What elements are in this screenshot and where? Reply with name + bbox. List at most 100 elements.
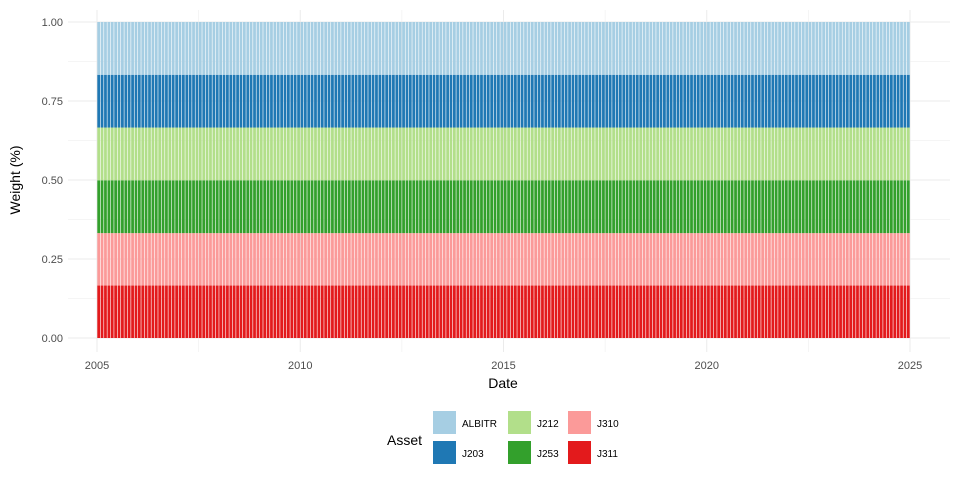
bar-segment-j311 <box>740 285 744 338</box>
bar-segment-albitr <box>253 22 256 75</box>
bar-segment-j311 <box>144 285 148 338</box>
bar-segment-j311 <box>771 285 775 338</box>
bar-segment-j253 <box>778 180 781 234</box>
bar-segment-albitr <box>859 22 863 75</box>
bar-segment-j253 <box>246 180 250 234</box>
bar-segment-j203 <box>615 74 619 128</box>
bar-segment-j311 <box>412 285 416 338</box>
bar-segment-j311 <box>154 285 158 338</box>
bar-segment-j253 <box>666 180 670 234</box>
bar-segment-j253 <box>608 180 612 234</box>
bar-segment-j212 <box>266 127 270 181</box>
bar-segment-albitr <box>649 22 653 75</box>
bar-segment-albitr <box>331 22 334 75</box>
bar-segment-j311 <box>798 285 802 338</box>
bar-segment-j253 <box>456 180 460 234</box>
bar-segment-j310 <box>510 233 514 286</box>
bar-segment-j203 <box>605 74 609 128</box>
bar-segment-j212 <box>595 127 599 181</box>
bar-segment-j310 <box>663 233 666 286</box>
bar-segment-albitr <box>513 22 517 75</box>
bar-segment-j253 <box>605 180 609 234</box>
bar-segment-j212 <box>263 127 267 181</box>
bar-segment-j212 <box>178 127 182 181</box>
bar-segment-j212 <box>520 127 524 181</box>
bar-segment-j253 <box>171 180 175 234</box>
bar-segment-j310 <box>801 233 805 286</box>
bar-segment-j311 <box>503 285 507 338</box>
bar-segment-j311 <box>903 285 907 338</box>
bar-segment-j253 <box>259 180 263 234</box>
bar-segment-j311 <box>886 285 890 338</box>
bar-segment-j212 <box>588 127 592 181</box>
bar-segment-j311 <box>673 285 676 338</box>
bar-segment-j311 <box>463 285 466 338</box>
bar-segment-albitr <box>476 22 480 75</box>
bar-segment-j311 <box>856 285 859 338</box>
bar-segment-j310 <box>537 233 541 286</box>
bar-segment-j253 <box>337 180 341 234</box>
bar-segment-albitr <box>324 22 328 75</box>
bar-segment-j253 <box>449 180 453 234</box>
bar-segment-j310 <box>530 233 534 286</box>
bar-segment-j203 <box>419 74 422 128</box>
bar-segment-albitr <box>100 22 104 75</box>
bar-segment-j311 <box>754 285 758 338</box>
bar-segment-j203 <box>652 74 656 128</box>
bar-segment-j311 <box>713 285 717 338</box>
bar-segment-albitr <box>154 22 158 75</box>
bar-segment-j203 <box>839 74 842 128</box>
bar-segment-j203 <box>107 74 111 128</box>
bar-segment-j253 <box>364 180 368 234</box>
bar-segment-albitr <box>290 22 294 75</box>
bar-segment-j203 <box>717 74 720 128</box>
bar-segment-j310 <box>690 233 693 286</box>
bar-segment-albitr <box>544 22 548 75</box>
bar-segment-j310 <box>768 233 771 286</box>
bar-segment-j212 <box>168 127 172 181</box>
bar-segment-j310 <box>747 233 751 286</box>
bar-segment-j203 <box>730 74 734 128</box>
bar-segment-j212 <box>97 127 101 181</box>
bar-segment-j253 <box>547 180 551 234</box>
bar-segment-j311 <box>734 285 737 338</box>
bar-segment-j253 <box>331 180 334 234</box>
bar-segment-j310 <box>226 233 229 286</box>
bar-segment-j311 <box>808 285 812 338</box>
bar-segment-j253 <box>832 180 836 234</box>
bar-segment-j203 <box>469 74 473 128</box>
bar-segment-j311 <box>686 285 690 338</box>
bar-segment-j253 <box>815 180 819 234</box>
bar-segment-albitr <box>354 22 358 75</box>
bar-segment-j310 <box>642 233 646 286</box>
bar-segment-albitr <box>635 22 639 75</box>
bar-segment-j203 <box>215 74 219 128</box>
bar-segment-j311 <box>246 285 250 338</box>
bar-segment-j212 <box>337 127 341 181</box>
bar-segment-j311 <box>188 285 192 338</box>
bar-segment-j203 <box>693 74 697 128</box>
bar-segment-j203 <box>466 74 470 128</box>
bar-segment-j203 <box>205 74 209 128</box>
bar-segment-j253 <box>652 180 656 234</box>
bar-segment-j212 <box>469 127 473 181</box>
bar-segment-albitr <box>429 22 433 75</box>
bar-segment-albitr <box>788 22 792 75</box>
bar-segment-j253 <box>578 180 582 234</box>
bar-segment-j310 <box>679 233 683 286</box>
bar-segment-j253 <box>744 180 748 234</box>
bar-segment-j253 <box>253 180 256 234</box>
bar-segment-j212 <box>100 127 104 181</box>
bar-segment-j212 <box>246 127 250 181</box>
bar-segment-albitr <box>612 22 615 75</box>
bar-segment-albitr <box>442 22 446 75</box>
bar-segment-albitr <box>585 22 588 75</box>
bar-segment-j253 <box>307 180 311 234</box>
bar-segment-j203 <box>256 74 260 128</box>
bar-segment-albitr <box>310 22 314 75</box>
bar-segment-j311 <box>869 285 873 338</box>
bar-segment-albitr <box>618 22 622 75</box>
bar-segment-j212 <box>459 127 463 181</box>
bar-segment-j212 <box>198 127 202 181</box>
bar-segment-j203 <box>361 74 365 128</box>
